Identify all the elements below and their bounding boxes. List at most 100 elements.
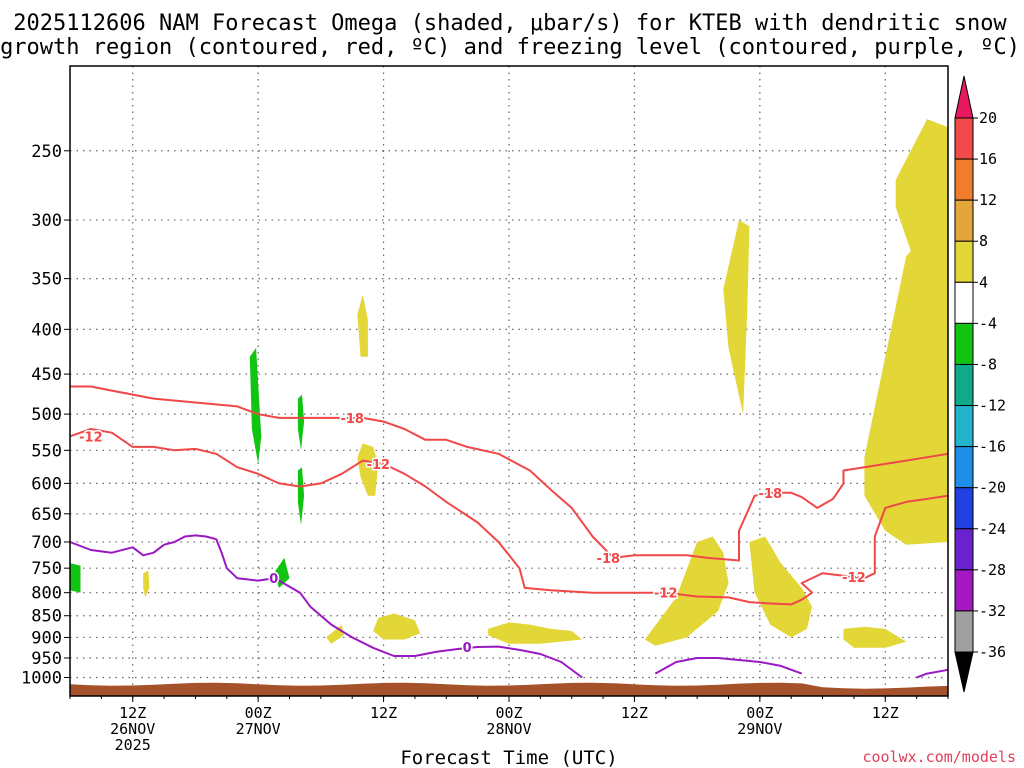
x-tick-label: 00Z xyxy=(495,704,522,722)
y-tick-label: 450 xyxy=(31,365,62,385)
x-tick-label: 27NOV xyxy=(236,720,281,738)
y-tick-label: 700 xyxy=(31,533,62,553)
y-tick-label: 400 xyxy=(31,320,62,340)
freezing-level-contour xyxy=(69,534,583,679)
omega-positive-region xyxy=(488,622,583,644)
terrain-band xyxy=(70,682,948,696)
y-tick-label: 350 xyxy=(31,270,62,290)
grid xyxy=(70,66,948,696)
omega-negative-region xyxy=(297,467,305,526)
contour-label: -12 xyxy=(79,430,103,445)
omega-negative-region xyxy=(297,394,305,451)
colorbar-tick-label: 8 xyxy=(979,232,988,250)
x-tick-label: 00Z xyxy=(746,704,773,722)
credit-text: coolwx.com/models xyxy=(862,748,1016,766)
omega-positive-region xyxy=(357,443,379,496)
colorbar-segment xyxy=(954,610,974,653)
plot-background xyxy=(70,66,948,696)
freezing-level-contour xyxy=(916,668,949,679)
colorbar-segment xyxy=(954,487,974,530)
colorbar-tick-label: -28 xyxy=(979,561,1006,579)
colorbar-segment xyxy=(954,446,974,489)
omega-positive-region xyxy=(864,207,948,545)
contour-label: -12 xyxy=(367,458,391,473)
dendritic-contour xyxy=(69,428,949,606)
x-tick-label: 12Z xyxy=(621,704,648,722)
y-tick-label: 650 xyxy=(31,505,62,525)
x-tick-label: 12Z xyxy=(370,704,397,722)
y-tick-label: 250 xyxy=(31,142,62,162)
colorbar-top-arrow xyxy=(954,75,974,119)
terrain xyxy=(70,682,948,696)
x-tick-label: 12Z xyxy=(119,704,146,722)
colorbar-segment xyxy=(954,528,974,571)
omega-positive-region xyxy=(749,536,813,638)
colorbar-tick-label: -24 xyxy=(979,520,1006,538)
x-tick-label: 26NOV xyxy=(110,720,155,738)
omega-positive-region xyxy=(357,294,368,357)
colorbar-tick-label: 4 xyxy=(979,273,988,291)
omega-shading xyxy=(70,119,948,648)
y-tick-label: 500 xyxy=(31,405,62,425)
y-tick-label: 300 xyxy=(31,211,62,231)
colorbar-tick-label: -12 xyxy=(979,397,1006,415)
colorbar-segment xyxy=(954,240,974,283)
y-tick-label: 600 xyxy=(31,474,62,494)
omega-positive-region xyxy=(373,613,421,640)
contour-label: -18 xyxy=(340,412,364,427)
contour-label: -18 xyxy=(597,552,621,567)
x-tick-label: 28NOV xyxy=(486,720,531,738)
omega-positive-region xyxy=(644,536,729,646)
x-tick-label: 2025 xyxy=(115,736,151,754)
colorbar-segment xyxy=(954,117,974,160)
y-tick-label: 800 xyxy=(31,584,62,604)
x-tick-label: 12Z xyxy=(872,704,899,722)
omega-negative-region xyxy=(70,563,81,593)
freezing-level-contour xyxy=(654,657,803,675)
colorbar: 20 16 12 8 4 -4 -8 -12 -16 -20 -24 -28 -32 -36 xyxy=(954,75,1006,693)
omega-positive-region xyxy=(143,570,150,598)
colorbar-tick-label: -4 xyxy=(979,314,997,332)
colorbar-segment xyxy=(954,281,974,324)
colorbar-tick-label: -8 xyxy=(979,355,997,373)
y-tick-label: 750 xyxy=(31,559,62,579)
omega-positive-region xyxy=(723,220,750,415)
colorbar-tick-label: -16 xyxy=(979,438,1006,456)
colorbar-segment xyxy=(954,569,974,612)
contour-label: -18 xyxy=(759,487,783,502)
chart-title-line2: growth region (contoured, red, ºC) and f… xyxy=(0,35,1020,60)
colorbar-bottom-arrow xyxy=(954,651,974,693)
colorbar-tick-label: 20 xyxy=(979,109,997,127)
contour-label: 0 xyxy=(269,572,278,587)
contours: -12 -18 0 -12 -12 -12 -18 -18 0 xyxy=(69,385,949,679)
colorbar-tick-label: 12 xyxy=(979,191,997,209)
colorbar-segment xyxy=(954,363,974,407)
y-tick-label: 900 xyxy=(31,628,62,648)
y-tick-label: 950 xyxy=(31,649,62,669)
x-tick-label: 29NOV xyxy=(737,720,782,738)
colorbar-segment xyxy=(954,199,974,242)
colorbar-tick-label: -36 xyxy=(979,643,1006,661)
colorbar-tick-label: 16 xyxy=(979,150,997,168)
x-axis-label: Forecast Time (UTC) xyxy=(400,747,617,768)
colorbar-segment xyxy=(954,158,974,201)
omega-positive-region xyxy=(843,626,907,648)
colorbar-tick-label: -32 xyxy=(979,602,1006,620)
contour-label: -12 xyxy=(842,571,866,586)
omega-negative-region xyxy=(249,347,262,464)
contour-label: -12 xyxy=(654,587,678,602)
contour-label: 0 xyxy=(463,641,472,656)
colorbar-tick-label: -20 xyxy=(979,479,1006,497)
dendritic-contour xyxy=(70,385,949,562)
y-tick-label: 550 xyxy=(31,441,62,461)
colorbar-segment xyxy=(954,322,974,365)
x-tick-label: 00Z xyxy=(245,704,272,722)
plot-area: -12 -18 0 -12 -12 -12 -18 -18 0 xyxy=(69,65,949,697)
chart-title-line1: 2025112606 NAM Forecast Omega (shaded, μ… xyxy=(13,11,1007,36)
y-tick-label: 850 xyxy=(31,607,62,627)
y-tick-label: 1000 xyxy=(21,668,62,688)
colorbar-segment xyxy=(954,405,974,448)
y-axis-ticks: 2503003504004505005506006507007508008509… xyxy=(21,142,70,688)
